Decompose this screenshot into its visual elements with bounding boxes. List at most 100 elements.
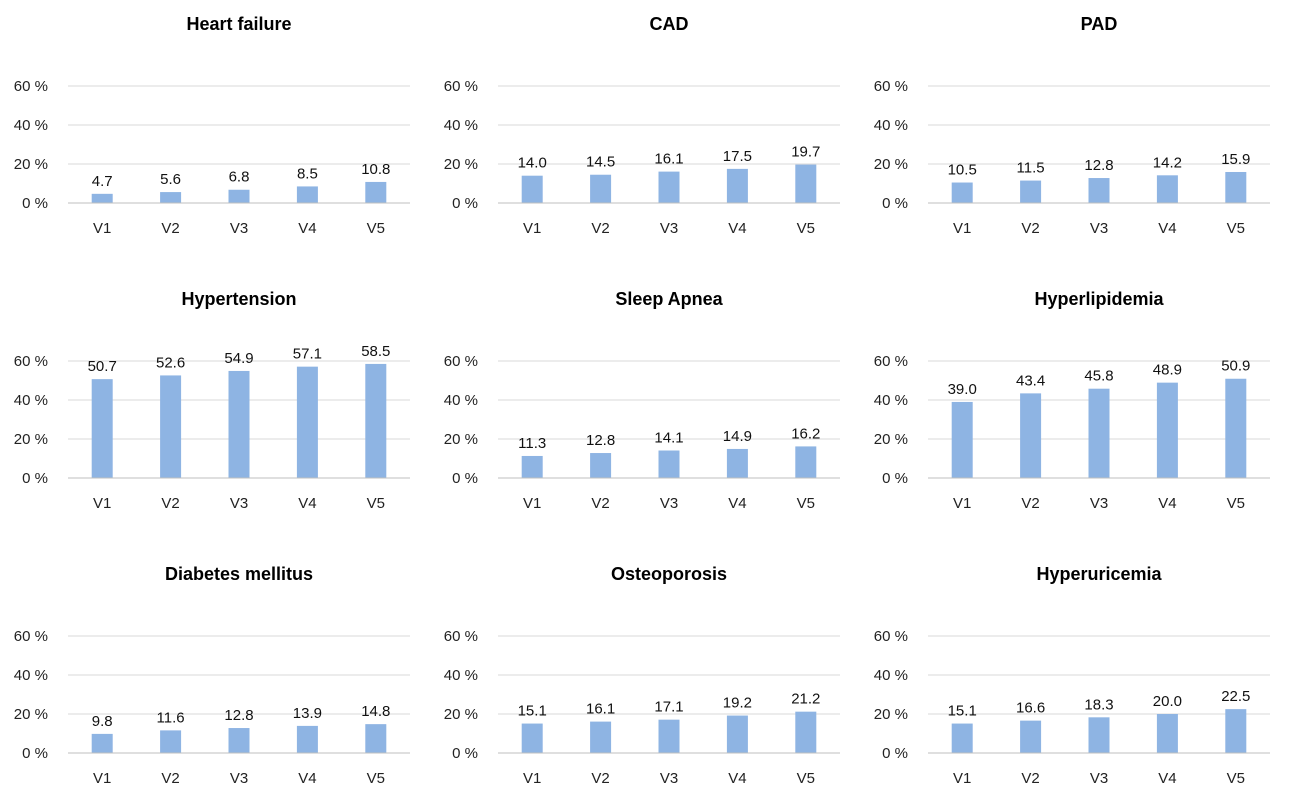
data-label: 14.1 [654, 430, 683, 447]
data-label: 12.8 [1084, 157, 1113, 174]
x-category-label: V2 [591, 495, 609, 512]
x-category-label: V3 [230, 770, 248, 787]
x-category-label: V3 [660, 495, 678, 512]
data-label: 54.9 [224, 350, 253, 367]
x-category-label: V1 [523, 495, 541, 512]
x-category-label: V3 [1090, 495, 1108, 512]
data-label: 15.1 [518, 703, 547, 720]
bar [590, 174, 612, 203]
x-category-label: V3 [230, 220, 248, 237]
x-category-label: V5 [1227, 495, 1245, 512]
bar [228, 728, 250, 753]
bar [228, 370, 250, 478]
data-label: 39.0 [948, 381, 977, 398]
bar [590, 721, 612, 753]
y-tick-label: 20 % [874, 156, 908, 173]
data-label: 4.7 [92, 173, 113, 190]
data-label: 16.2 [791, 425, 820, 442]
data-label: 12.8 [224, 707, 253, 724]
data-label: 14.8 [361, 703, 390, 720]
bar [1020, 720, 1042, 753]
data-label: 17.5 [723, 148, 752, 165]
bar [365, 181, 387, 203]
x-category-label: V1 [93, 220, 111, 237]
bar [1156, 175, 1178, 203]
x-category-label: V3 [660, 220, 678, 237]
bar [795, 164, 817, 203]
chart-title: Hypertension [181, 289, 296, 309]
bar [951, 401, 973, 478]
data-label: 11.3 [518, 435, 546, 452]
bar [658, 719, 680, 753]
chart-title: Diabetes mellitus [165, 564, 313, 584]
x-category-label: V1 [953, 770, 971, 787]
data-label: 58.5 [361, 343, 390, 360]
data-label: 17.1 [654, 699, 683, 716]
chart-panel-1: Heart failure 0 % 20 % 40 % 60 % 4.7 V1 5.6 V2 6.… [14, 14, 410, 237]
data-label: 19.7 [791, 144, 820, 161]
x-category-label: V3 [660, 770, 678, 787]
bar [1088, 717, 1110, 753]
y-tick-label: 40 % [444, 667, 478, 684]
y-tick-label: 40 % [444, 392, 478, 409]
y-tick-label: 60 % [14, 628, 48, 645]
y-tick-label: 20 % [444, 431, 478, 448]
bar [951, 723, 973, 753]
bar [160, 375, 182, 478]
x-category-label: V5 [367, 220, 385, 237]
x-category-label: V2 [161, 770, 179, 787]
data-label: 10.5 [948, 162, 977, 179]
y-tick-label: 40 % [14, 667, 48, 684]
data-label: 57.1 [293, 346, 322, 363]
data-label: 6.8 [229, 169, 250, 186]
bar [726, 168, 748, 203]
data-label: 45.8 [1084, 368, 1113, 385]
y-tick-label: 20 % [444, 156, 478, 173]
x-category-label: V5 [367, 770, 385, 787]
data-label: 50.9 [1221, 358, 1250, 375]
x-category-label: V4 [1158, 770, 1176, 787]
y-tick-label: 0 % [882, 745, 908, 762]
x-category-label: V4 [298, 220, 316, 237]
bar [365, 363, 387, 478]
chart-panel-9: Hyperuricemia 0 % 20 % 40 % 60 % 15.1 V1 16.6 V2… [874, 564, 1270, 787]
bar [1225, 171, 1247, 203]
y-tick-label: 40 % [444, 117, 478, 134]
y-tick-label: 60 % [444, 78, 478, 95]
data-label: 14.2 [1153, 154, 1182, 171]
x-category-label: V2 [161, 220, 179, 237]
y-tick-label: 0 % [452, 745, 478, 762]
y-tick-label: 60 % [874, 628, 908, 645]
x-category-label: V5 [797, 220, 815, 237]
bar [160, 730, 182, 753]
chart-title: Osteoporosis [611, 564, 727, 584]
bar [1020, 180, 1042, 203]
x-category-label: V3 [1090, 220, 1108, 237]
bar [365, 724, 387, 753]
chart-panel-6: Hyperlipidemia 0 % 20 % 40 % 60 % 39.0 V1 43.4 V… [874, 289, 1270, 512]
x-category-label: V2 [1021, 770, 1039, 787]
y-tick-label: 60 % [874, 78, 908, 95]
data-label: 14.0 [518, 155, 547, 172]
bar [521, 723, 543, 753]
x-category-label: V2 [161, 495, 179, 512]
y-tick-label: 60 % [14, 353, 48, 370]
y-tick-label: 60 % [14, 78, 48, 95]
x-category-label: V5 [1227, 770, 1245, 787]
data-label: 48.9 [1153, 362, 1182, 379]
y-tick-label: 40 % [14, 117, 48, 134]
x-category-label: V1 [93, 770, 111, 787]
data-label: 13.9 [293, 705, 322, 722]
data-label: 14.5 [586, 154, 615, 171]
y-tick-label: 40 % [874, 117, 908, 134]
y-tick-label: 20 % [14, 156, 48, 173]
x-category-label: V1 [523, 770, 541, 787]
data-label: 43.4 [1016, 372, 1045, 389]
bar [590, 453, 612, 478]
chart-title: Hyperlipidemia [1034, 289, 1164, 309]
data-label: 11.6 [157, 709, 185, 726]
bar [658, 450, 680, 478]
chart-title: PAD [1081, 14, 1118, 34]
x-category-label: V5 [797, 495, 815, 512]
chart-title: CAD [650, 14, 689, 34]
